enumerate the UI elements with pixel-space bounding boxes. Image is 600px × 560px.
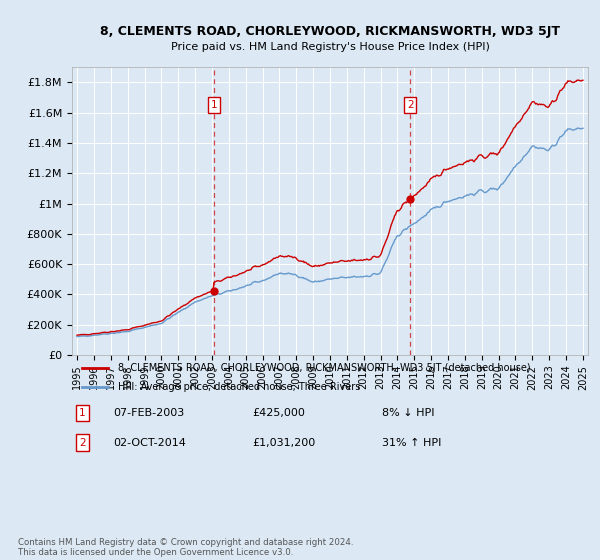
Text: 8, CLEMENTS ROAD, CHORLEYWOOD, RICKMANSWORTH, WD3 5JT (detached house): 8, CLEMENTS ROAD, CHORLEYWOOD, RICKMANSW…: [118, 362, 531, 372]
Text: 02-OCT-2014: 02-OCT-2014: [113, 437, 186, 447]
Text: 8, CLEMENTS ROAD, CHORLEYWOOD, RICKMANSWORTH, WD3 5JT: 8, CLEMENTS ROAD, CHORLEYWOOD, RICKMANSW…: [100, 25, 560, 38]
Text: Contains HM Land Registry data © Crown copyright and database right 2024.
This d: Contains HM Land Registry data © Crown c…: [18, 538, 353, 557]
Text: 2: 2: [79, 437, 86, 447]
Text: 1: 1: [79, 408, 86, 418]
Text: 31% ↑ HPI: 31% ↑ HPI: [382, 437, 441, 447]
Text: 1: 1: [211, 100, 217, 110]
Text: 2: 2: [407, 100, 413, 110]
Text: HPI: Average price, detached house, Three Rivers: HPI: Average price, detached house, Thre…: [118, 382, 361, 392]
Text: £425,000: £425,000: [253, 408, 305, 418]
Text: Price paid vs. HM Land Registry's House Price Index (HPI): Price paid vs. HM Land Registry's House …: [170, 42, 490, 52]
Text: 07-FEB-2003: 07-FEB-2003: [113, 408, 185, 418]
Text: 8% ↓ HPI: 8% ↓ HPI: [382, 408, 434, 418]
Text: £1,031,200: £1,031,200: [253, 437, 316, 447]
